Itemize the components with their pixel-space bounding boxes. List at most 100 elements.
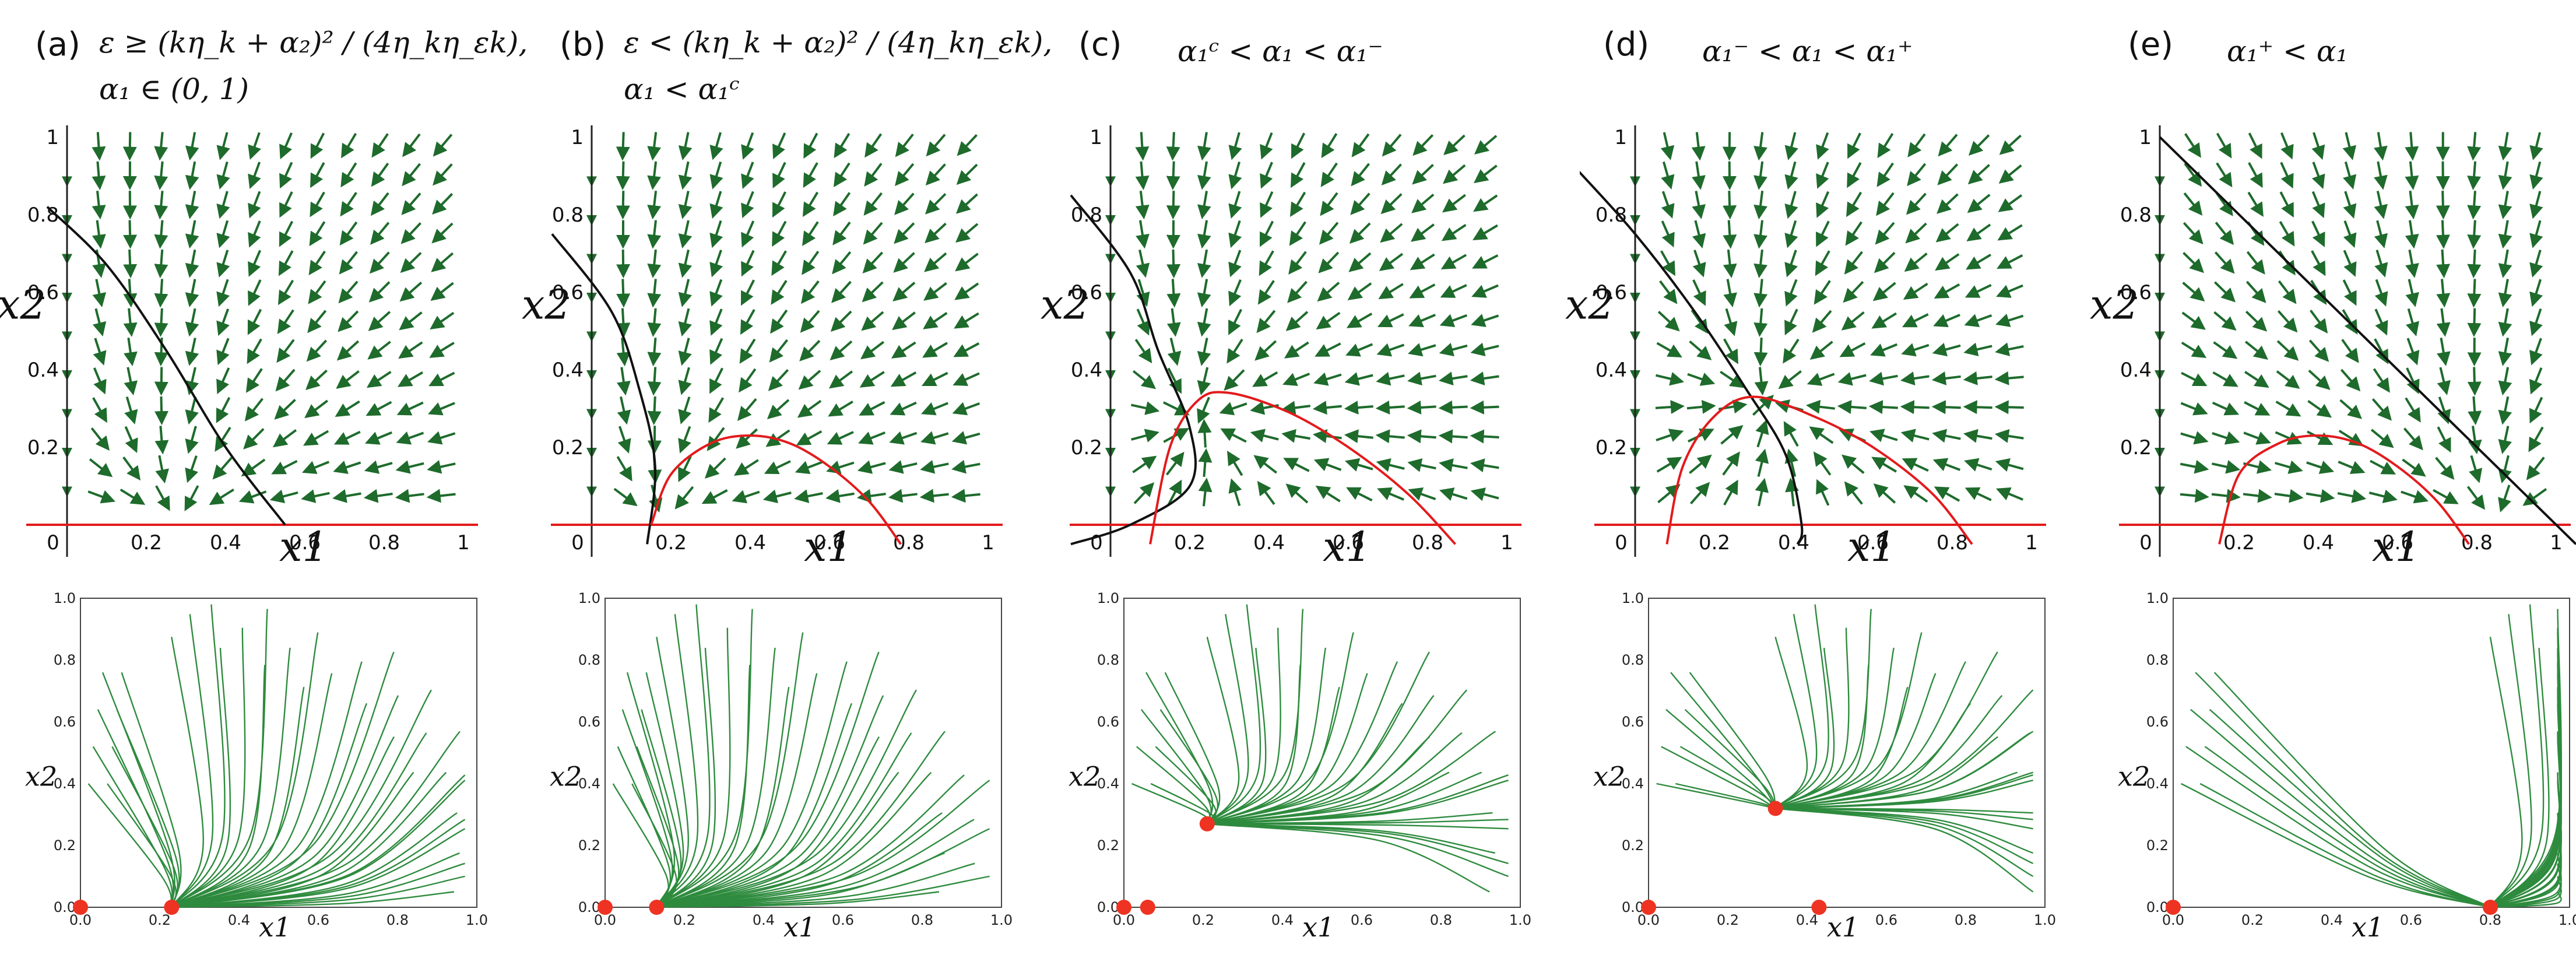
field-arrow: [830, 340, 853, 360]
field-arrow: [2498, 161, 2512, 190]
field-arrow: [2433, 489, 2459, 504]
field-arrow: [1472, 254, 1499, 269]
field-arrow: [1197, 132, 1211, 161]
field-arrow: [2248, 132, 2262, 159]
field-arrow: [277, 309, 294, 334]
field-arrow: [2374, 132, 2388, 161]
x-tick-label: 0.4: [1778, 531, 1809, 555]
black-nullcline: [1070, 194, 1197, 546]
streamline: [1774, 604, 1829, 809]
field-arrow: [647, 338, 662, 367]
field-arrow: [1228, 132, 1242, 160]
field-arrow: [2401, 490, 2429, 504]
field-arrow: [802, 191, 819, 217]
field-arrow: [2374, 220, 2388, 248]
field-arrow: [1689, 482, 1710, 505]
streamline: [2190, 708, 2491, 908]
y-tick-label-small: 0.6: [2146, 714, 2169, 730]
streamlines: [1656, 604, 2034, 893]
y-axis-label: x2: [1565, 280, 1614, 328]
nullclines: [46, 206, 286, 526]
field-arrow: [92, 191, 106, 220]
streamline: [1207, 609, 1304, 824]
field-arrow: [709, 367, 723, 394]
field-arrow: [764, 460, 791, 475]
field-arrow: [825, 489, 855, 503]
field-arrow: [741, 132, 754, 160]
field-arrow: [185, 161, 199, 190]
field-arrow: [1228, 220, 1242, 248]
streamline: [2204, 746, 2491, 908]
streamline: [656, 689, 917, 908]
field-arrow: [709, 308, 723, 336]
field-arrow: [862, 281, 884, 303]
field-arrow: [2212, 431, 2240, 445]
panel-2: (c) α₁ᶜ < α₁ < α₁⁻0 0.20.20.40.40.60.60.80…: [1041, 26, 1531, 943]
streamlines: [612, 604, 990, 908]
field-arrow: [1938, 134, 1958, 157]
streamline: [171, 736, 395, 908]
streamline: [1774, 648, 1835, 809]
field-arrow: [1375, 400, 1405, 415]
field-arrow: [2311, 132, 2325, 160]
streamline: [171, 661, 363, 908]
y-tick-label-small: 1.0: [2146, 590, 2169, 606]
field-arrow: [185, 367, 199, 395]
streamline: [171, 689, 432, 908]
streamline: [171, 651, 395, 908]
y-tick-label: 0.4: [552, 359, 584, 382]
field-arrow: [430, 282, 454, 301]
y-tick-label-small: 0.2: [578, 837, 600, 854]
streamline: [1689, 672, 1776, 809]
field-arrow: [2246, 251, 2265, 275]
field-arrow: [2343, 220, 2357, 248]
y-tick-label-small: 0.0: [2146, 899, 2169, 915]
field-arrow: [1900, 371, 1930, 386]
field-arrow: [800, 280, 820, 304]
field-arrow: [1868, 400, 1898, 415]
field-arrow: [1752, 395, 1774, 416]
streamline: [1206, 614, 1249, 824]
y-axis-label-small: x2: [1593, 760, 1625, 792]
field-arrow: [1843, 280, 1864, 303]
field-arrow: [1720, 370, 1745, 388]
streamline: [2490, 604, 2545, 908]
streamline: [171, 812, 458, 908]
field-arrow: [647, 220, 662, 249]
y-tick-label: 0.2: [2120, 436, 2152, 459]
field-arrow: [154, 308, 168, 337]
field-arrow: [616, 308, 631, 337]
streamline: [1207, 703, 1403, 825]
field-arrow: [154, 161, 168, 190]
x-tick-label-small: 1.0: [2034, 912, 2056, 928]
streamline: [1661, 746, 1776, 809]
field-arrow: [1260, 191, 1274, 218]
field-arrow: [1657, 311, 1680, 332]
streamline: [1207, 771, 1450, 825]
field-arrow: [678, 426, 691, 454]
x-tick-label: 0.6: [2382, 531, 2413, 555]
field-arrow: [830, 310, 852, 332]
field-arrow: [1661, 161, 1675, 190]
field-arrow: [1316, 311, 1341, 330]
streamline: [171, 665, 266, 908]
field-arrow: [2211, 460, 2241, 474]
field-arrow: [1753, 220, 1768, 249]
streamline: [626, 672, 676, 908]
field-arrow: [1287, 280, 1308, 303]
field-arrow: [2274, 489, 2304, 503]
field-arrow: [1282, 373, 1310, 386]
field-arrow: [1228, 162, 1242, 190]
field-arrow: [678, 161, 693, 190]
streamline: [2490, 627, 2562, 908]
field-arrow: [1167, 367, 1182, 394]
field-arrow: [272, 429, 297, 448]
field-arrow: [1877, 133, 1894, 159]
field-arrow: [1964, 458, 1992, 472]
field-arrow: [1995, 458, 2024, 472]
field-arrow: [2436, 220, 2450, 249]
streamline: [636, 746, 680, 908]
field-arrow: [1966, 254, 1991, 270]
field-arrow: [772, 191, 786, 218]
field-arrow: [1841, 311, 1865, 331]
